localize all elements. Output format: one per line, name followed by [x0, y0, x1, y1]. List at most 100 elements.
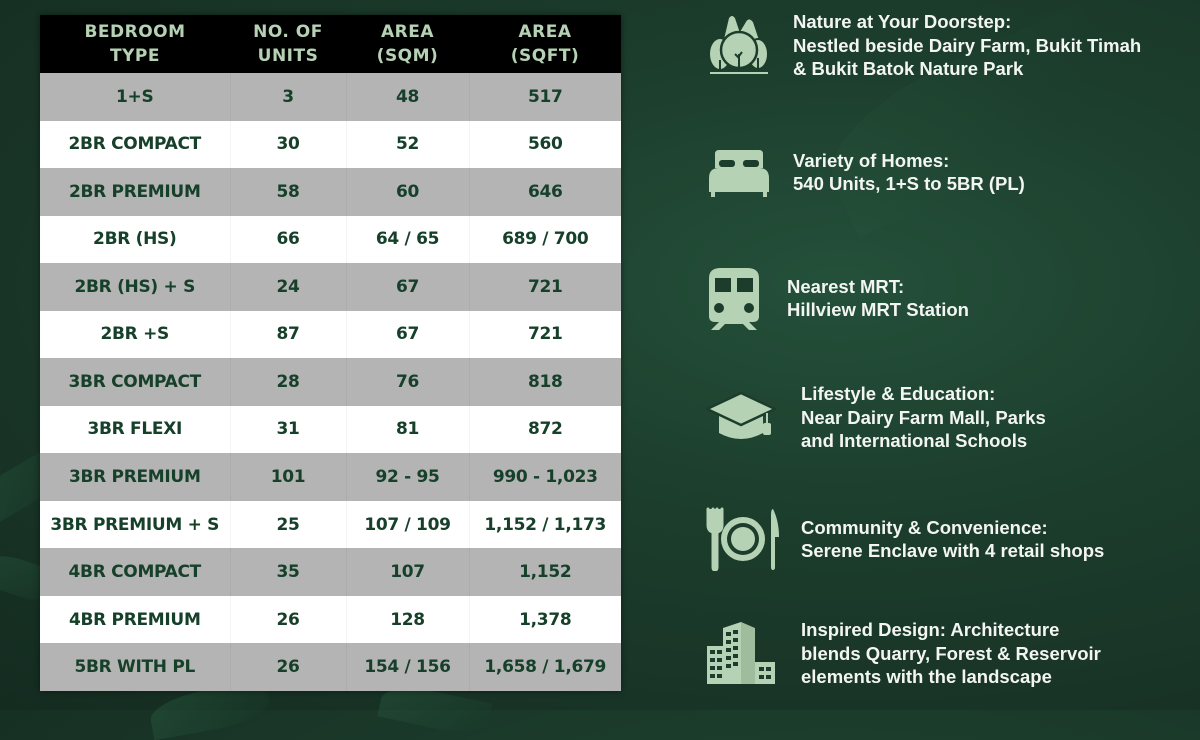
cell-bedroom-type: 4BR PREMIUM [40, 595, 230, 644]
table-row: 1+S 3 48 517 [40, 73, 621, 121]
cell-area-sqm: 67 [345, 310, 469, 359]
buildings-icon [705, 619, 777, 687]
feature-text: Nature at Your Doorstep: Nestled beside … [793, 10, 1141, 81]
cell-area-sqm: 52 [345, 120, 469, 169]
feature-desc-line: Serene Enclave with 4 retail shops [801, 540, 1105, 561]
cell-bedroom-type: 2BR COMPACT [40, 120, 230, 169]
cell-area-sqft: 646 [468, 168, 621, 216]
cell-area-sqm: 60 [345, 168, 469, 216]
header-bedroom-type: BEDROOM TYPE [40, 15, 230, 73]
cell-bedroom-type: 2BR (HS) [40, 215, 230, 264]
header-line: BEDROOM [84, 22, 186, 42]
table-row: 3BR COMPACT 28 76 818 [40, 358, 621, 406]
cell-units: 25 [229, 500, 346, 549]
cell-area-sqm: 107 / 109 [345, 500, 469, 549]
feature-inspired-design: Inspired Design: Architecture blends Qua… [705, 618, 1101, 689]
table-row: 3BR PREMIUM + S 25 107 / 109 1,152 / 1,173 [40, 500, 621, 549]
table-row: 3BR FLEXI 31 81 872 [40, 405, 621, 454]
feature-text: Lifestyle & Education: Near Dairy Farm M… [801, 382, 1046, 453]
cell-area-sqft: 990 - 1,023 [468, 453, 621, 501]
table-row: 4BR PREMIUM 26 128 1,378 [40, 595, 621, 644]
cell-area-sqm: 67 [345, 263, 469, 311]
cell-area-sqm: 92 - 95 [345, 453, 469, 501]
table-header-row: BEDROOM TYPE NO. OF UNITS AREA (SQM) AREA (S… [40, 15, 621, 73]
header-no-of-units: NO. OF UNITS [230, 15, 346, 73]
cell-units: 58 [229, 168, 346, 216]
table-row: 2BR COMPACT 30 52 560 [40, 120, 621, 169]
cell-bedroom-type: 3BR COMPACT [40, 358, 230, 406]
feature-desc-line: Hillview MRT Station [787, 299, 969, 320]
cell-area-sqft: 560 [468, 120, 621, 169]
table-row: 2BR (HS) 66 64 / 65 689 / 700 [40, 215, 621, 264]
feature-variety-of-homes: Variety of Homes: 540 Units, 1+S to 5BR … [705, 138, 1025, 206]
table-row: 2BR (HS) + S 24 67 721 [40, 263, 621, 311]
cell-units: 24 [229, 263, 346, 311]
cell-units: 87 [229, 310, 346, 359]
cell-units: 35 [229, 548, 346, 596]
cell-units: 26 [229, 595, 346, 644]
feature-title: Lifestyle & Education: [801, 383, 996, 404]
feature-title: Variety of Homes: [793, 149, 950, 171]
feature-desc-line: & Bukit Batok Nature Park [793, 58, 1024, 79]
feature-title: Nearest MRT: [787, 275, 905, 297]
cell-area-sqft: 517 [468, 73, 621, 121]
cell-area-sqm: 48 [345, 73, 469, 121]
feature-desc-line: blends Quarry, Forest & Reservoir [801, 642, 1101, 664]
cell-bedroom-type: 2BR (HS) + S [40, 263, 230, 311]
feature-nearest-mrt: Nearest MRT: Hillview MRT Station [705, 264, 969, 332]
cell-bedroom-type: 2BR PREMIUM [40, 168, 230, 216]
cell-area-sqft: 689 / 700 [468, 215, 621, 264]
table-row: 5BR WITH PL 26 154 / 156 1,658 / 1,679 [40, 643, 621, 691]
graduation-cap-icon [705, 383, 777, 451]
cell-area-sqm: 76 [345, 358, 469, 406]
cell-area-sqft: 1,152 / 1,173 [468, 500, 621, 549]
header-line: (SQM) [376, 46, 439, 66]
unit-mix-table: BEDROOM TYPE NO. OF UNITS AREA (SQM) AREA (S… [40, 15, 621, 691]
feature-text: Variety of Homes: 540 Units, 1+S to 5BR … [793, 149, 1025, 196]
cell-area-sqft: 721 [468, 263, 621, 311]
cell-units: 66 [229, 215, 346, 264]
header-line: AREA [518, 22, 572, 42]
feature-community-convenience: Community & Convenience: Serene Enclave … [705, 505, 1104, 573]
header-area-sqft: AREA (SQFT) [469, 15, 621, 73]
cell-units: 28 [229, 358, 346, 406]
cell-bedroom-type: 4BR COMPACT [40, 548, 230, 596]
cell-area-sqft: 1,378 [468, 595, 621, 644]
cell-area-sqm: 107 [345, 548, 469, 596]
feature-nature: Nature at Your Doorstep: Nestled beside … [705, 10, 1141, 81]
feature-lifestyle-education: Lifestyle & Education: Near Dairy Farm M… [705, 382, 1046, 453]
header-area-sqm: AREA (SQM) [346, 15, 469, 73]
feature-text: Inspired Design: Architecture blends Qua… [801, 618, 1101, 689]
cell-units: 30 [229, 120, 346, 169]
cell-area-sqm: 81 [345, 405, 469, 454]
cell-bedroom-type: 3BR PREMIUM [40, 453, 230, 501]
table-row: 2BR PREMIUM 58 60 646 [40, 168, 621, 216]
feature-desc-line: Nestled beside Dairy Farm, Bukit Timah [793, 34, 1142, 56]
cell-units: 101 [229, 453, 346, 501]
dining-icon [705, 505, 781, 573]
header-line: UNITS [257, 46, 319, 66]
trees-icon [705, 11, 773, 79]
cell-units: 26 [229, 643, 346, 691]
feature-desc-line: Near Dairy Farm Mall, Parks [801, 406, 1046, 428]
feature-desc-line: elements with the landscape [801, 666, 1052, 687]
feature-text: Community & Convenience: Serene Enclave … [801, 516, 1104, 563]
feature-desc-line: and International Schools [801, 430, 1028, 451]
feature-title: Inspired Design: Architecture [801, 619, 1060, 640]
cell-area-sqft: 1,152 [468, 548, 621, 596]
cell-area-sqft: 872 [468, 405, 621, 454]
cell-area-sqft: 721 [468, 310, 621, 359]
table-row: 3BR PREMIUM 101 92 - 95 990 - 1,023 [40, 453, 621, 501]
cell-bedroom-type: 3BR PREMIUM + S [40, 500, 230, 549]
header-line: NO. OF [253, 22, 323, 42]
cell-units: 3 [229, 73, 346, 121]
feature-title: Nature at Your Doorstep: [793, 11, 1012, 32]
cell-area-sqm: 64 / 65 [345, 215, 469, 264]
header-line: (SQFT) [510, 46, 580, 66]
cell-area-sqm: 154 / 156 [345, 643, 469, 691]
cell-bedroom-type: 5BR WITH PL [40, 643, 230, 691]
train-icon [705, 264, 763, 332]
cell-bedroom-type: 1+S [40, 73, 230, 121]
cell-area-sqm: 128 [345, 595, 469, 644]
feature-text: Nearest MRT: Hillview MRT Station [787, 275, 969, 322]
